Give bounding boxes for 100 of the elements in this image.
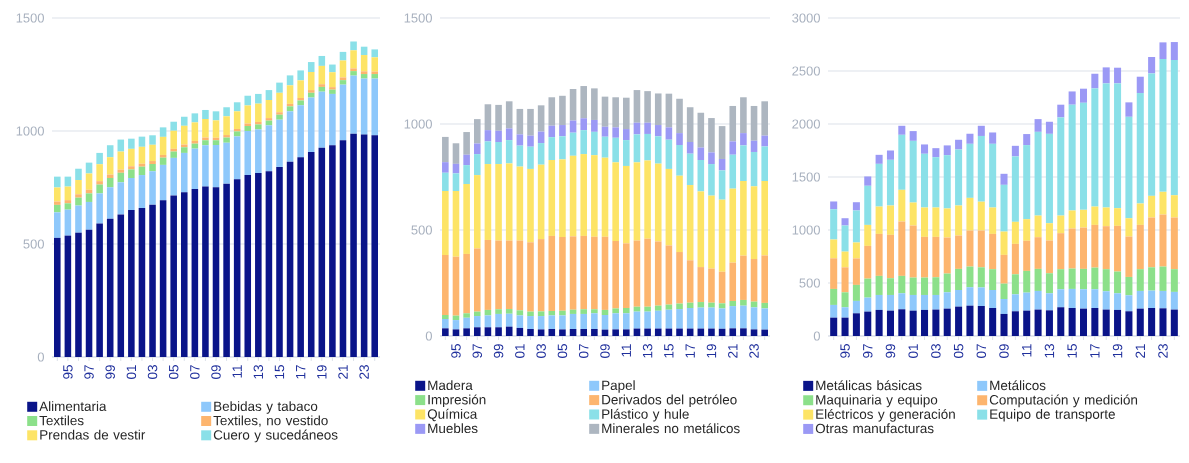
bar [255,93,262,104]
bar [569,120,577,133]
bar [1023,145,1031,220]
bar [1068,288,1076,308]
bar [527,146,534,169]
bar [601,157,609,237]
bar [654,328,662,336]
bar [761,135,768,147]
bar [1159,266,1167,291]
bar [1045,273,1053,294]
x-tick-label: 11 [1022,344,1032,357]
bar [527,135,534,147]
legend-label: Cuero y sucedáneos [213,429,338,443]
legend-label: Equipo de transporte [990,409,1115,422]
bar [149,171,156,205]
bar [159,127,167,137]
bar [223,135,230,138]
legend-label: Maquinaria y equipo [816,394,938,408]
legend-label: Plástico y hule [602,408,689,422]
bar [548,97,556,126]
bar [623,308,630,314]
bar [875,309,883,336]
bar [1170,291,1178,310]
bar [612,308,619,314]
legend-label: Metálicas básicas [816,380,922,391]
bar [1125,276,1133,296]
bar [244,95,252,106]
bar [569,155,577,237]
bar [371,49,378,58]
bar [202,145,209,187]
bar [1079,308,1088,336]
bar [329,145,336,357]
bar [505,101,513,129]
bar [64,203,72,210]
bar [371,74,378,79]
bar [128,177,135,211]
bar [495,164,502,241]
bar [106,157,114,175]
bar [233,102,241,112]
bar [977,267,985,288]
bar [633,311,641,329]
bar [729,328,737,336]
y-tick-label: 1000 [404,119,432,129]
bar [170,157,177,196]
bar [977,287,985,306]
bar [559,125,566,137]
bar [886,150,894,160]
bar [329,89,336,94]
bar [591,155,598,237]
bar [559,136,566,160]
bar [233,179,241,357]
bar [495,313,502,328]
bar [559,159,566,237]
bar [495,240,502,310]
bar [1057,269,1065,290]
bar [223,183,230,357]
bar [569,328,577,336]
bar [537,329,545,336]
bar [1102,207,1110,227]
bar [864,224,872,246]
bar [921,144,929,154]
bar [708,328,715,336]
bar [1000,173,1008,185]
bar [644,311,651,329]
bar [644,160,651,239]
bar [180,192,188,357]
bar [339,80,347,85]
bar [708,307,715,329]
bar [371,78,378,136]
bar [601,126,609,137]
bar [54,201,61,205]
bar [665,309,673,329]
bar [1011,311,1019,336]
bar [841,267,849,293]
bar [886,234,894,279]
bar [750,259,758,302]
bar [708,268,715,303]
bar [463,313,470,318]
x-tick-label: 21 [338,365,348,379]
x-tick-label: 97 [862,344,873,358]
bar [1114,208,1122,226]
bar [537,311,545,317]
bar [1159,59,1167,192]
bar [473,327,481,336]
bar [623,129,630,141]
bar [360,134,368,357]
bar [1068,104,1076,211]
bar [612,329,619,336]
y-tick-label: 3000 [792,13,820,23]
bar [1114,67,1122,84]
bar [138,175,146,209]
bar [591,313,598,329]
bar [212,140,220,145]
bar [537,105,545,132]
bar [505,140,513,164]
bar [898,125,906,135]
bar [875,294,883,310]
x-tick-label: 19 [706,344,717,358]
bar [442,315,449,320]
bar [159,154,167,158]
